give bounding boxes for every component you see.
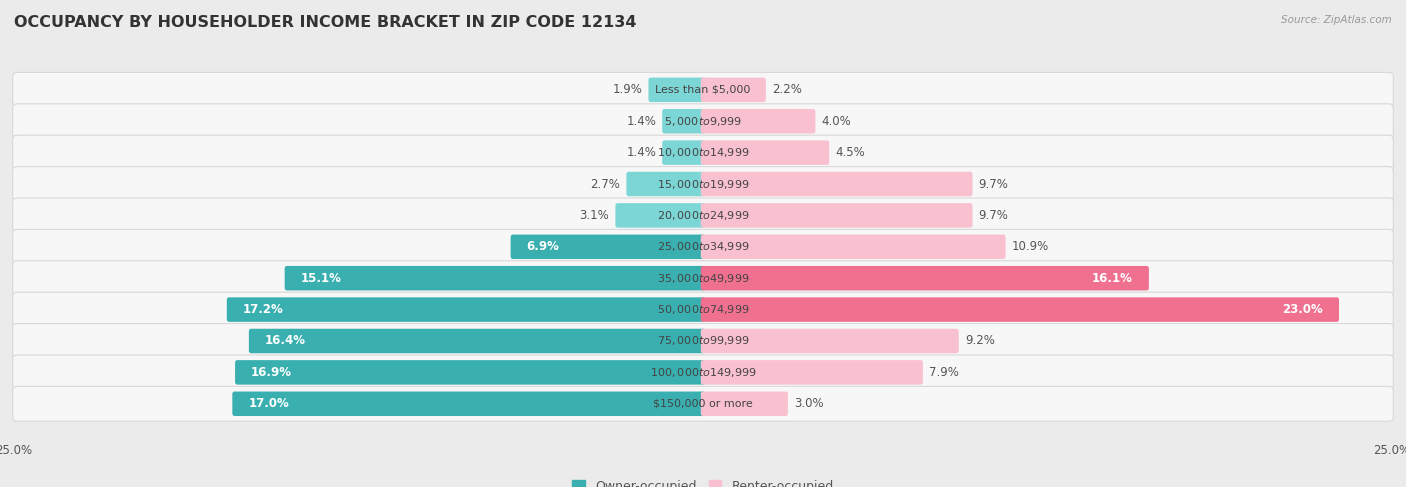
Text: 4.0%: 4.0%: [821, 115, 851, 128]
FancyBboxPatch shape: [13, 386, 1393, 421]
Text: 3.1%: 3.1%: [579, 209, 609, 222]
FancyBboxPatch shape: [700, 235, 1005, 259]
Text: 1.4%: 1.4%: [626, 115, 657, 128]
Text: 16.4%: 16.4%: [264, 335, 307, 348]
Text: 9.2%: 9.2%: [965, 335, 994, 348]
FancyBboxPatch shape: [13, 292, 1393, 327]
FancyBboxPatch shape: [662, 109, 706, 133]
FancyBboxPatch shape: [13, 135, 1393, 170]
FancyBboxPatch shape: [616, 203, 706, 227]
Text: 1.9%: 1.9%: [613, 83, 643, 96]
Text: 2.2%: 2.2%: [772, 83, 801, 96]
Text: $20,000 to $24,999: $20,000 to $24,999: [657, 209, 749, 222]
Text: 17.2%: 17.2%: [243, 303, 284, 316]
Text: 1.4%: 1.4%: [626, 146, 657, 159]
FancyBboxPatch shape: [700, 392, 787, 416]
Text: $75,000 to $99,999: $75,000 to $99,999: [657, 335, 749, 348]
Text: 7.9%: 7.9%: [929, 366, 959, 379]
FancyBboxPatch shape: [700, 329, 959, 353]
FancyBboxPatch shape: [232, 392, 706, 416]
FancyBboxPatch shape: [226, 298, 706, 322]
Text: 16.9%: 16.9%: [252, 366, 292, 379]
Text: 9.7%: 9.7%: [979, 178, 1008, 190]
FancyBboxPatch shape: [700, 266, 1149, 290]
FancyBboxPatch shape: [700, 109, 815, 133]
FancyBboxPatch shape: [662, 140, 706, 165]
FancyBboxPatch shape: [700, 298, 1339, 322]
FancyBboxPatch shape: [13, 73, 1393, 107]
Text: $35,000 to $49,999: $35,000 to $49,999: [657, 272, 749, 285]
FancyBboxPatch shape: [235, 360, 706, 385]
FancyBboxPatch shape: [13, 323, 1393, 358]
Text: $25,000 to $34,999: $25,000 to $34,999: [657, 240, 749, 253]
FancyBboxPatch shape: [700, 77, 766, 102]
Text: 15.1%: 15.1%: [301, 272, 342, 285]
FancyBboxPatch shape: [700, 172, 973, 196]
Text: 4.5%: 4.5%: [835, 146, 865, 159]
FancyBboxPatch shape: [700, 140, 830, 165]
FancyBboxPatch shape: [13, 355, 1393, 390]
Text: 2.7%: 2.7%: [591, 178, 620, 190]
FancyBboxPatch shape: [700, 203, 973, 227]
Text: Less than $5,000: Less than $5,000: [655, 85, 751, 95]
Text: OCCUPANCY BY HOUSEHOLDER INCOME BRACKET IN ZIP CODE 12134: OCCUPANCY BY HOUSEHOLDER INCOME BRACKET …: [14, 15, 637, 30]
FancyBboxPatch shape: [13, 167, 1393, 202]
FancyBboxPatch shape: [13, 104, 1393, 139]
FancyBboxPatch shape: [700, 360, 922, 385]
FancyBboxPatch shape: [13, 198, 1393, 233]
Text: 23.0%: 23.0%: [1282, 303, 1323, 316]
Text: 10.9%: 10.9%: [1012, 240, 1049, 253]
Text: 3.0%: 3.0%: [794, 397, 824, 410]
Text: $100,000 to $149,999: $100,000 to $149,999: [650, 366, 756, 379]
Text: 17.0%: 17.0%: [249, 397, 290, 410]
Text: 9.7%: 9.7%: [979, 209, 1008, 222]
Legend: Owner-occupied, Renter-occupied: Owner-occupied, Renter-occupied: [572, 480, 834, 487]
FancyBboxPatch shape: [648, 77, 706, 102]
Text: Source: ZipAtlas.com: Source: ZipAtlas.com: [1281, 15, 1392, 25]
Text: $15,000 to $19,999: $15,000 to $19,999: [657, 178, 749, 190]
FancyBboxPatch shape: [13, 261, 1393, 296]
FancyBboxPatch shape: [13, 229, 1393, 264]
FancyBboxPatch shape: [249, 329, 706, 353]
FancyBboxPatch shape: [510, 235, 706, 259]
Text: 6.9%: 6.9%: [527, 240, 560, 253]
Text: 16.1%: 16.1%: [1092, 272, 1133, 285]
FancyBboxPatch shape: [284, 266, 706, 290]
Text: $50,000 to $74,999: $50,000 to $74,999: [657, 303, 749, 316]
Text: $10,000 to $14,999: $10,000 to $14,999: [657, 146, 749, 159]
Text: $150,000 or more: $150,000 or more: [654, 399, 752, 409]
Text: $5,000 to $9,999: $5,000 to $9,999: [664, 115, 742, 128]
FancyBboxPatch shape: [627, 172, 706, 196]
